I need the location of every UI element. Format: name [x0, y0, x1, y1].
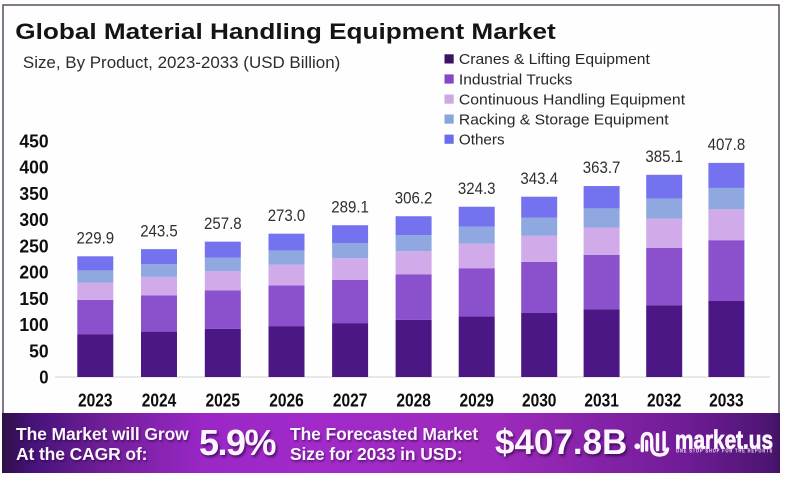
- svg-text:2031: 2031: [584, 391, 619, 411]
- svg-text:257.8: 257.8: [204, 215, 242, 233]
- svg-text:100: 100: [19, 315, 48, 335]
- svg-text:243.5: 243.5: [140, 222, 178, 240]
- svg-text:2023: 2023: [78, 391, 113, 411]
- svg-text:289.1: 289.1: [331, 198, 369, 216]
- svg-text:Continuous Handling Equipment: Continuous Handling Equipment: [459, 91, 686, 108]
- svg-text:Racking & Storage Equipment: Racking & Storage Equipment: [459, 111, 670, 128]
- svg-text:2026: 2026: [269, 391, 304, 411]
- svg-text:Others: Others: [459, 132, 505, 149]
- svg-text:2029: 2029: [459, 391, 494, 411]
- svg-text:0: 0: [39, 368, 48, 388]
- svg-text:250: 250: [19, 236, 48, 256]
- svg-text:343.4: 343.4: [520, 170, 558, 188]
- svg-text:324.3: 324.3: [458, 180, 496, 198]
- svg-text:229.9: 229.9: [77, 230, 115, 248]
- svg-text:407.8: 407.8: [708, 136, 746, 154]
- svg-text:Industrial Trucks: Industrial Trucks: [459, 71, 573, 88]
- svg-text:Cranes & Lifting Equipment: Cranes & Lifting Equipment: [459, 51, 651, 68]
- svg-text:273.0: 273.0: [268, 207, 306, 225]
- svg-text:400: 400: [19, 158, 48, 178]
- svg-text:450: 450: [19, 131, 48, 151]
- svg-text:2033: 2033: [709, 391, 744, 411]
- svg-text:306.2: 306.2: [395, 189, 433, 207]
- svg-text:2028: 2028: [396, 391, 431, 411]
- svg-text:Size, By Product, 2023-2033 (U: Size, By Product, 2023-2033 (USD Billion…: [23, 54, 340, 72]
- svg-text:ONE STOP SHOP FOR THE REPORTS: ONE STOP SHOP FOR THE REPORTS: [676, 448, 773, 454]
- svg-text:2027: 2027: [333, 391, 368, 411]
- svg-text:300: 300: [19, 210, 48, 230]
- svg-text:363.7: 363.7: [583, 159, 621, 177]
- svg-text:350: 350: [19, 184, 48, 204]
- svg-text:200: 200: [19, 263, 48, 283]
- svg-text:2025: 2025: [206, 391, 241, 411]
- svg-text:50: 50: [29, 341, 49, 361]
- svg-text:150: 150: [19, 289, 48, 309]
- svg-text:2030: 2030: [522, 391, 557, 411]
- svg-text:market.us: market.us: [675, 428, 773, 455]
- svg-text:2024: 2024: [142, 391, 177, 411]
- svg-text:2032: 2032: [647, 391, 682, 411]
- svg-text:Global Material Handling Equip: Global Material Handling Equipment Marke…: [15, 19, 556, 44]
- svg-text:385.1: 385.1: [645, 148, 683, 166]
